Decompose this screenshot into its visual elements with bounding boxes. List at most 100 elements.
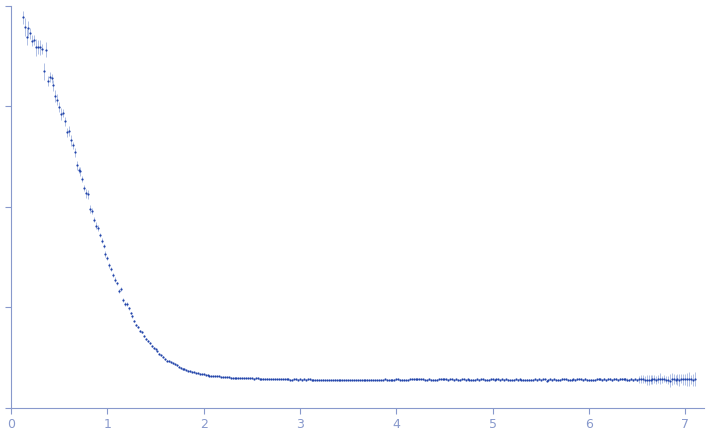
Point: [655, 375, 666, 382]
Point: [212, 373, 223, 380]
Point: [358, 376, 369, 383]
Point: [246, 375, 258, 382]
Point: [572, 376, 583, 383]
Point: [102, 254, 113, 261]
Point: [298, 376, 310, 383]
Point: [241, 375, 252, 382]
Point: [491, 376, 502, 383]
Point: [133, 323, 144, 330]
Point: [525, 376, 537, 383]
Point: [577, 376, 589, 383]
Point: [427, 376, 439, 383]
Point: [683, 376, 694, 383]
Point: [290, 376, 302, 383]
Point: [364, 376, 375, 383]
Point: [439, 375, 450, 382]
Point: [404, 376, 415, 383]
Point: [608, 375, 620, 382]
Point: [670, 376, 681, 383]
Point: [593, 375, 604, 382]
Point: [356, 376, 367, 383]
Point: [479, 376, 491, 383]
Point: [510, 376, 521, 383]
Point: [560, 376, 572, 383]
Point: [283, 376, 294, 383]
Point: [44, 73, 55, 80]
Point: [106, 266, 117, 273]
Point: [447, 376, 458, 383]
Point: [219, 374, 231, 381]
Point: [377, 376, 388, 383]
Point: [288, 376, 300, 383]
Point: [568, 376, 579, 383]
Point: [229, 375, 240, 382]
Point: [302, 376, 313, 383]
Point: [242, 375, 253, 382]
Point: [689, 376, 701, 383]
Point: [256, 375, 267, 382]
Point: [664, 377, 675, 384]
Point: [381, 376, 393, 383]
Point: [504, 377, 515, 384]
Point: [396, 376, 408, 383]
Point: [269, 375, 280, 382]
Point: [435, 376, 447, 383]
Point: [449, 376, 460, 383]
Point: [388, 376, 400, 383]
Point: [163, 358, 175, 365]
Point: [117, 296, 129, 303]
Point: [77, 176, 88, 183]
Point: [450, 376, 462, 383]
Point: [635, 376, 647, 383]
Point: [329, 376, 340, 383]
Point: [33, 44, 44, 51]
Point: [144, 340, 155, 347]
Point: [637, 375, 648, 382]
Point: [80, 190, 92, 197]
Point: [393, 376, 404, 383]
Point: [647, 376, 658, 383]
Point: [373, 376, 385, 383]
Point: [25, 30, 36, 37]
Point: [361, 376, 373, 383]
Point: [61, 129, 72, 136]
Point: [452, 376, 464, 383]
Point: [341, 376, 352, 383]
Point: [337, 377, 348, 384]
Point: [221, 373, 232, 380]
Point: [287, 376, 298, 383]
Point: [138, 333, 150, 340]
Point: [169, 361, 180, 368]
Point: [125, 309, 136, 316]
Point: [23, 24, 34, 31]
Point: [508, 376, 520, 383]
Point: [320, 377, 331, 384]
Point: [155, 352, 167, 359]
Point: [668, 376, 679, 383]
Point: [622, 376, 633, 383]
Point: [626, 376, 637, 383]
Point: [17, 14, 28, 21]
Point: [562, 376, 574, 383]
Point: [190, 369, 202, 376]
Point: [368, 376, 379, 383]
Point: [583, 377, 594, 384]
Point: [109, 276, 121, 283]
Point: [576, 376, 587, 383]
Point: [107, 272, 119, 279]
Point: [90, 222, 102, 229]
Point: [244, 375, 256, 382]
Point: [277, 376, 288, 383]
Point: [360, 376, 371, 383]
Point: [518, 376, 529, 383]
Point: [26, 37, 38, 44]
Point: [606, 377, 618, 384]
Point: [371, 376, 383, 383]
Point: [84, 206, 96, 213]
Point: [233, 375, 244, 382]
Point: [217, 373, 229, 380]
Point: [558, 376, 569, 383]
Point: [687, 376, 699, 383]
Point: [67, 142, 78, 149]
Point: [645, 376, 656, 383]
